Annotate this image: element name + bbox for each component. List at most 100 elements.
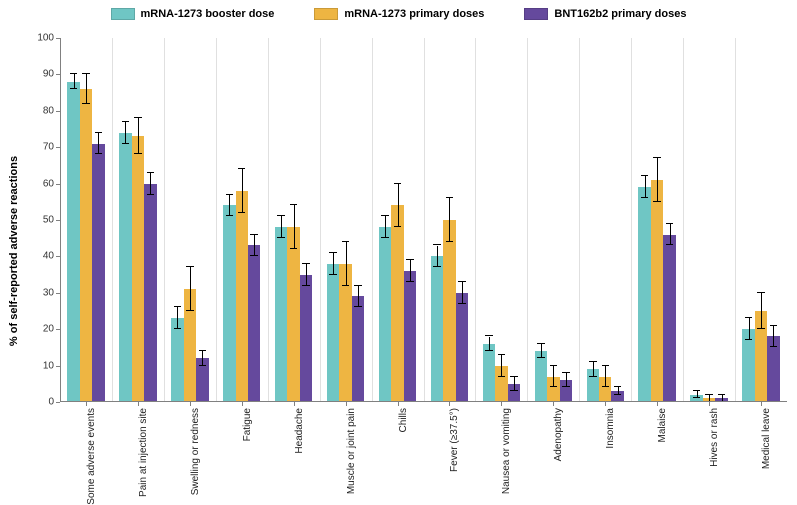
error-bar	[761, 293, 762, 329]
bar-groups	[60, 38, 787, 402]
error-bar	[670, 224, 671, 246]
bar	[275, 227, 287, 402]
bar	[144, 184, 156, 402]
bar	[287, 227, 299, 402]
legend-label: mRNA-1273 booster dose	[141, 8, 275, 20]
error-bar	[449, 198, 450, 242]
error-bar	[358, 286, 359, 308]
error-bar	[462, 282, 463, 304]
bar	[236, 191, 248, 402]
bar	[638, 187, 650, 402]
x-tick-label: Nausea or vomiting	[501, 408, 512, 494]
error-bar	[501, 355, 502, 377]
bar	[443, 220, 455, 402]
bar	[223, 205, 235, 402]
y-axis-title: % of self-reported adverse reactions	[8, 156, 20, 346]
error-bar	[346, 242, 347, 286]
error-bar	[98, 133, 99, 155]
bar	[379, 227, 391, 402]
bar	[248, 245, 260, 402]
bar	[456, 293, 468, 402]
group-separator	[527, 38, 528, 402]
x-tick-label: Some adverse events	[86, 408, 97, 505]
bar	[663, 235, 675, 402]
legend: mRNA-1273 booster dose mRNA-1273 primary …	[0, 8, 797, 20]
group-separator	[216, 38, 217, 402]
legend-swatch	[524, 8, 548, 20]
legend-swatch	[314, 8, 338, 20]
group-separator	[475, 38, 476, 402]
error-bar	[229, 195, 230, 217]
group-separator	[320, 38, 321, 402]
error-bar	[398, 184, 399, 228]
error-bar	[281, 216, 282, 238]
error-bar	[489, 337, 490, 352]
error-bar	[254, 235, 255, 257]
bar	[80, 89, 92, 402]
group-separator	[683, 38, 684, 402]
x-tick-label: Adenopathy	[553, 408, 564, 461]
error-bar	[749, 318, 750, 340]
group-separator	[164, 38, 165, 402]
bar	[352, 296, 364, 402]
x-tick-label: Medical leave	[761, 408, 772, 469]
adverse-reactions-chart: mRNA-1273 booster dose mRNA-1273 primary …	[0, 0, 797, 502]
error-bar	[150, 173, 151, 195]
error-bar	[177, 307, 178, 329]
bar	[67, 82, 79, 402]
bar	[119, 133, 131, 402]
bar	[171, 318, 183, 402]
group-separator	[735, 38, 736, 402]
error-bar	[294, 205, 295, 249]
x-tick-label: Fever (≥37.5°)	[449, 408, 460, 472]
error-bar	[242, 169, 243, 213]
error-bar	[410, 260, 411, 282]
x-tick-label: Fatigue	[242, 408, 253, 441]
x-tick-label: Muscle or joint pain	[346, 408, 357, 494]
legend-item: mRNA-1273 primary doses	[314, 8, 484, 20]
legend-item: BNT162b2 primary doses	[524, 8, 686, 20]
x-tick-label: Swelling or redness	[190, 408, 201, 495]
group-separator	[112, 38, 113, 402]
error-bar	[605, 366, 606, 388]
x-tick-label: Chills	[398, 408, 409, 432]
error-bar	[645, 176, 646, 198]
error-bar	[86, 74, 87, 103]
x-tick-label: Malaise	[657, 408, 668, 442]
legend-item: mRNA-1273 booster dose	[111, 8, 275, 20]
error-bar	[138, 118, 139, 154]
error-bar	[190, 267, 191, 311]
error-bar	[593, 362, 594, 377]
error-bar	[333, 253, 334, 275]
bar	[327, 264, 339, 402]
error-bar	[566, 373, 567, 388]
error-bar	[125, 122, 126, 144]
bar	[483, 344, 495, 402]
error-bar	[437, 246, 438, 268]
legend-swatch	[111, 8, 135, 20]
plot-area: 0102030405060708090100Some adverse event…	[60, 38, 787, 402]
error-bar	[202, 351, 203, 366]
bar	[391, 205, 403, 402]
error-bar	[306, 264, 307, 286]
error-bar	[514, 377, 515, 392]
legend-label: mRNA-1273 primary doses	[344, 8, 484, 20]
group-separator	[579, 38, 580, 402]
bar	[92, 144, 104, 402]
error-bar	[657, 158, 658, 202]
error-bar	[541, 344, 542, 359]
group-separator	[424, 38, 425, 402]
group-separator	[268, 38, 269, 402]
bar	[300, 275, 312, 402]
error-bar	[74, 74, 75, 89]
error-bar	[385, 216, 386, 238]
x-tick-label: Insomnia	[605, 408, 616, 449]
x-tick-label: Headache	[294, 408, 305, 454]
bar	[404, 271, 416, 402]
x-tick-label: Hives or rash	[709, 408, 720, 467]
bar	[132, 136, 144, 402]
bar	[535, 351, 547, 402]
bar	[431, 256, 443, 402]
x-tick-label: Pain at injection site	[138, 408, 149, 497]
legend-label: BNT162b2 primary doses	[554, 8, 686, 20]
